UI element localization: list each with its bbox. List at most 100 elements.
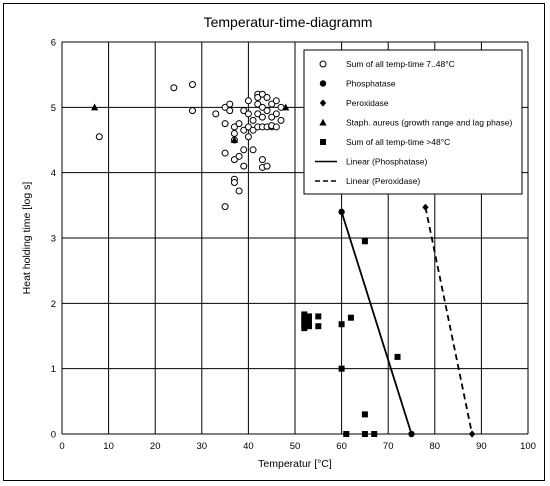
data-point: [338, 365, 345, 372]
data-point: [343, 431, 350, 437]
data-points: [91, 80, 476, 438]
x-tick-label: 20: [150, 441, 161, 452]
data-point: [305, 319, 312, 326]
x-tick-label: 10: [103, 441, 114, 452]
legend-label: Linear (Peroxidase): [346, 176, 420, 186]
y-tick-label: 1: [51, 364, 56, 375]
data-point: [301, 314, 308, 321]
x-tick-label: 70: [383, 441, 394, 452]
legend-marker: [319, 60, 327, 68]
data-point: [272, 110, 280, 118]
x-tick-label: 60: [336, 441, 347, 452]
data-point: [468, 430, 476, 438]
data-point: [240, 107, 248, 115]
legend-label: Phosphatase: [346, 79, 396, 89]
data-point: [258, 90, 266, 98]
data-point: [263, 107, 271, 115]
legend: Sum of all temp-time 7..48°C Phosphatase P…: [303, 49, 523, 195]
data-point: [361, 411, 368, 418]
data-point: [361, 238, 368, 245]
trend-line: [424, 207, 473, 435]
data-point: [408, 430, 415, 438]
legend-item: Phosphatase: [319, 79, 396, 89]
data-point: [91, 103, 99, 111]
x-tick-label: 50: [290, 441, 301, 452]
data-point: [230, 178, 238, 186]
data-point: [244, 133, 252, 141]
x-tick-label: 80: [430, 441, 441, 452]
data-point: [301, 311, 308, 318]
chart-title: Temperatur-time-diagramm: [204, 14, 373, 30]
data-point: [301, 317, 308, 324]
data-point: [244, 97, 252, 105]
y-tick-label: 4: [51, 168, 56, 179]
data-point: [258, 103, 266, 111]
data-point: [263, 162, 271, 170]
data-point: [361, 431, 368, 437]
legend-item: Sum of all temp-time >48°C: [320, 137, 450, 147]
data-point: [230, 156, 238, 164]
x-tick-label: 40: [243, 441, 254, 452]
x-axis-label: Temperatur [°C]: [258, 458, 332, 470]
data-point: [249, 116, 257, 124]
data-point: [230, 123, 238, 131]
data-point: [305, 313, 312, 320]
x-tick-label: 0: [59, 441, 64, 452]
tick-labels: 0 10 20 30 40 50 60 70 80 90 100 0 1 2 3 4 5 6: [51, 38, 536, 453]
data-point: [226, 107, 234, 115]
x-tick-label: 100: [520, 441, 536, 452]
data-point: [305, 323, 312, 330]
legend-marker: [320, 139, 326, 145]
data-point: [230, 136, 239, 143]
x-tick-label: 30: [197, 441, 208, 452]
data-point: [254, 100, 262, 108]
data-point: [315, 313, 322, 320]
trend-line: [340, 211, 413, 435]
data-point: [221, 149, 229, 157]
legend-label: Sum of all temp-time 7..48°C: [346, 59, 455, 69]
data-point: [282, 103, 290, 111]
data-point: [272, 97, 280, 105]
data-point: [315, 323, 322, 330]
legend-item: Sum of all temp-time 7..48°C: [319, 59, 455, 69]
data-point: [226, 100, 234, 108]
legend-label: Sum of all temp-time >48°C: [346, 137, 450, 147]
legend-marker: [319, 118, 327, 126]
data-point: [258, 113, 266, 121]
legend-item: Staph. aureus (growth range and lag phas…: [319, 118, 513, 128]
legend-marker: [319, 80, 327, 87]
y-tick-label: 5: [51, 103, 56, 114]
data-point: [268, 100, 276, 108]
y-tick-label: 6: [51, 38, 56, 49]
data-point: [338, 208, 345, 216]
data-point: [240, 126, 248, 134]
y-tick-label: 3: [51, 234, 56, 245]
data-point: [347, 314, 354, 321]
data-point: [244, 110, 252, 118]
data-point: [249, 146, 257, 154]
legend-label: Peroxidase: [346, 98, 389, 108]
legend-item: Linear (Phosphatase): [315, 157, 427, 167]
data-point: [221, 120, 229, 128]
data-point: [338, 321, 345, 328]
data-point: [268, 113, 276, 121]
data-point: [95, 133, 103, 141]
data-point: [221, 203, 229, 211]
data-point: [240, 146, 248, 154]
data-point: [212, 110, 220, 118]
data-point: [240, 162, 248, 170]
data-point: [263, 94, 271, 102]
y-tick-label: 2: [51, 299, 56, 310]
data-point: [170, 84, 178, 92]
data-point: [235, 187, 243, 195]
trend-lines: [340, 207, 473, 435]
legend-marker: [319, 99, 327, 107]
data-point: [394, 353, 401, 360]
data-point: [301, 321, 308, 328]
x-tick-label: 90: [476, 441, 487, 452]
y-axis-label: Heat holding time [log s]: [21, 182, 33, 295]
data-point: [254, 94, 262, 102]
data-point: [254, 110, 262, 118]
data-point: [301, 325, 308, 332]
